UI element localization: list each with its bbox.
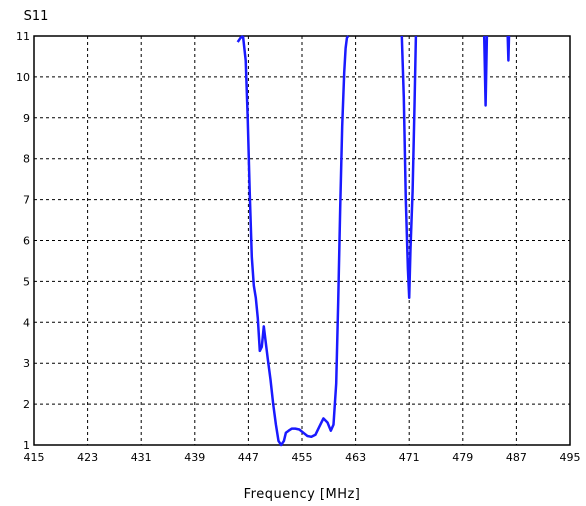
s11-curve-segment (508, 36, 509, 61)
s11-curve-segment (484, 36, 487, 106)
y-tick-label: 1 (23, 439, 30, 452)
x-tick-label: 447 (238, 451, 259, 464)
y-axis-label: S11 (24, 9, 49, 24)
x-tick-label: 455 (292, 451, 313, 464)
y-tick-label: 7 (23, 194, 30, 207)
y-tick-label: 6 (23, 235, 30, 248)
x-tick-label: 431 (131, 451, 152, 464)
x-tick-label: 415 (24, 451, 45, 464)
x-tick-label: 479 (452, 451, 473, 464)
y-axis-tick-labels: 1 2 3 4 5 6 7 8 9 10 11 (16, 30, 30, 452)
y-tick-label: 3 (23, 357, 30, 370)
y-tick-label: 4 (23, 316, 30, 329)
y-tick-label: 2 (23, 398, 30, 411)
x-tick-label: 495 (560, 451, 581, 464)
x-axis-tick-labels: 415 423 431 439 447 455 463 471 479 487 495 (24, 451, 581, 464)
x-tick-label: 439 (184, 451, 205, 464)
y-tick-label: 5 (23, 275, 30, 288)
x-tick-label: 423 (77, 451, 98, 464)
x-axis-label: Frequency [MHz] (244, 487, 361, 502)
y-tick-label: 9 (23, 112, 30, 125)
x-tick-label: 471 (399, 451, 420, 464)
x-tick-label: 463 (345, 451, 366, 464)
x-tick-label: 487 (506, 451, 527, 464)
vertical-gridlines (88, 36, 517, 445)
y-tick-label: 10 (16, 71, 30, 84)
y-tick-label: 11 (16, 30, 30, 43)
y-tick-label: 8 (23, 153, 30, 166)
